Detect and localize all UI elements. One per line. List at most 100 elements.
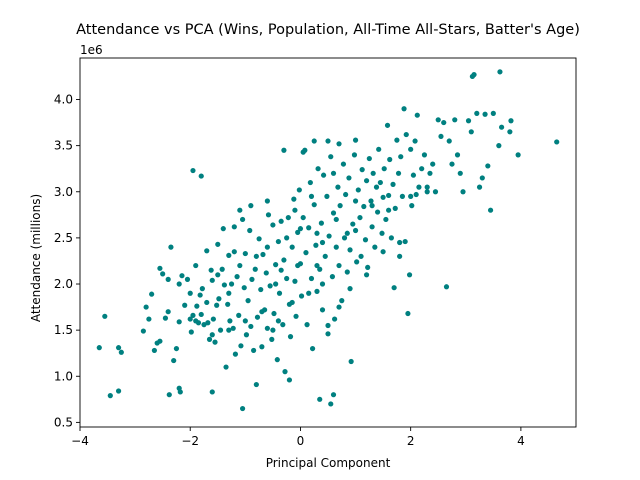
data-point (424, 184, 430, 190)
data-point (496, 143, 502, 149)
data-point (264, 325, 270, 331)
data-point (325, 322, 331, 329)
data-point (107, 393, 113, 399)
data-point (265, 212, 272, 218)
data-point (292, 207, 298, 213)
data-point (289, 299, 295, 306)
data-point (209, 332, 215, 338)
data-point (242, 318, 248, 324)
data-point (291, 196, 297, 202)
data-point (115, 388, 122, 394)
data-point (247, 227, 253, 234)
data-point (306, 290, 312, 296)
y-axis-offset-label: 1e6 (80, 43, 103, 57)
data-point (286, 377, 293, 383)
data-point (432, 189, 439, 195)
data-point (176, 385, 182, 391)
data-point (409, 203, 415, 209)
data-point (370, 170, 376, 176)
data-point (226, 327, 232, 333)
data-point (143, 304, 149, 310)
data-point (328, 154, 334, 160)
data-point (347, 286, 353, 292)
data-point (330, 392, 337, 398)
data-point (287, 334, 294, 340)
data-point (160, 271, 166, 277)
data-point (215, 241, 221, 247)
data-point (232, 351, 239, 357)
data-point (182, 302, 188, 308)
data-point (339, 298, 345, 304)
data-point (102, 313, 108, 319)
data-point (355, 187, 361, 193)
data-point (280, 322, 286, 328)
data-point (259, 309, 265, 315)
data-point (217, 327, 224, 333)
data-point (330, 170, 337, 176)
data-point (231, 224, 237, 230)
data-point (366, 155, 372, 162)
data-point (326, 233, 332, 239)
data-point (313, 242, 319, 248)
data-point (269, 336, 275, 342)
data-point (209, 277, 215, 283)
data-point (314, 262, 320, 269)
data-point (412, 138, 418, 144)
data-point (322, 253, 328, 259)
data-point (276, 290, 283, 296)
data-point (184, 276, 191, 282)
data-point (419, 166, 425, 172)
data-point (248, 203, 254, 209)
data-point (238, 343, 244, 349)
data-point (230, 325, 236, 331)
data-point (194, 303, 200, 309)
data-point (465, 118, 472, 124)
data-point (187, 316, 193, 322)
data-point (337, 203, 343, 209)
data-point (373, 184, 380, 190)
data-point (239, 405, 246, 412)
data-point (507, 129, 513, 135)
data-point (508, 118, 514, 124)
y-axis-ticks: 0.5 1.0 1.5 2.0 2.5 3.0 3.5 4.0 (54, 93, 80, 429)
data-point (237, 207, 243, 213)
data-point (176, 281, 182, 287)
data-point (380, 194, 386, 200)
data-point (490, 110, 496, 116)
data-point (275, 318, 281, 324)
data-point (395, 170, 402, 176)
data-point (485, 163, 491, 169)
data-point (237, 262, 243, 269)
y-tick-label: 0.5 (54, 415, 73, 429)
data-point (460, 189, 466, 195)
data-point (151, 347, 157, 354)
data-point (446, 138, 452, 144)
data-point (214, 302, 220, 308)
y-tick-label: 3.0 (54, 185, 73, 199)
data-point (350, 221, 356, 227)
data-point (190, 312, 196, 318)
data-point (479, 175, 485, 181)
data-point (346, 175, 352, 181)
data-point (344, 230, 350, 236)
data-point (357, 214, 363, 221)
data-point (300, 214, 306, 221)
data-point (348, 358, 354, 365)
data-point (324, 193, 330, 199)
data-point (351, 152, 358, 158)
data-point (354, 259, 360, 265)
data-point (219, 266, 225, 272)
data-point (416, 184, 422, 190)
data-point (274, 357, 280, 363)
data-point (435, 117, 441, 123)
data-point (227, 318, 233, 324)
data-point (253, 253, 259, 259)
data-point (372, 244, 378, 250)
data-point (307, 179, 313, 186)
data-point (386, 192, 392, 199)
data-point (209, 389, 215, 395)
data-point (284, 235, 290, 241)
data-point (358, 253, 364, 259)
data-point (391, 285, 397, 291)
